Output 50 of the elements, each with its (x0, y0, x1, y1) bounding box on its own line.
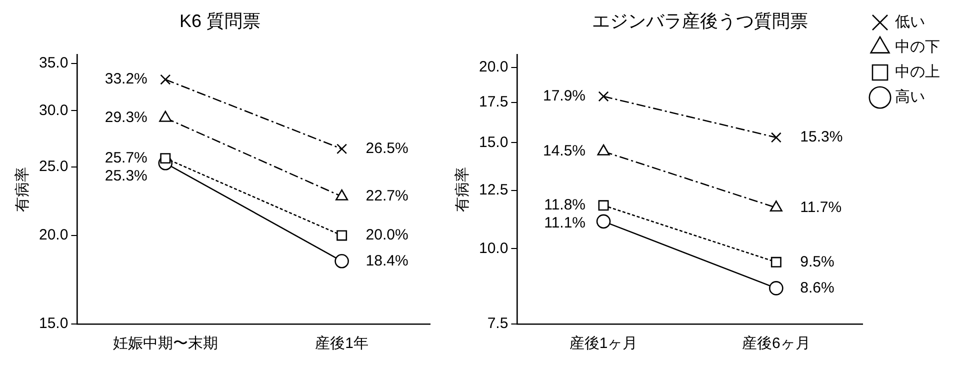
y-tick-label: 17.5 (478, 93, 508, 110)
chart-title: エジンバラ産後うつ質問票 (592, 10, 808, 31)
data-label: 9.5% (800, 253, 834, 270)
y-tick-label: 20.0 (38, 226, 68, 244)
point (336, 144, 348, 154)
x-tick-label: 妊娠中期〜末期 (112, 335, 218, 352)
data-label: 25.3% (104, 167, 148, 184)
y-tick-label: 12.5 (478, 181, 508, 198)
data-label: 11.7% (800, 198, 842, 216)
data-label: 18.4% (366, 252, 408, 270)
point (770, 256, 782, 268)
data-label: 15.3% (800, 128, 843, 146)
point (334, 254, 349, 268)
data-label: 33.2% (104, 70, 148, 88)
data-label: 14.5% (542, 142, 586, 160)
y-tick-label: 15.0 (478, 134, 508, 151)
point (770, 132, 782, 143)
point (160, 153, 171, 164)
data-label: 11.1% (544, 214, 586, 232)
y-tick-label: 25.0 (38, 158, 68, 175)
legend-label: 高い (895, 88, 925, 106)
y-tick-label: 30.0 (38, 102, 68, 119)
legend-label: 中の上 (895, 64, 940, 81)
chart-title: K6 質問票 (179, 10, 261, 31)
data-label: 22.7% (366, 188, 408, 205)
data-label: 11.8% (544, 196, 586, 214)
data-label: 29.3% (104, 109, 148, 126)
y-tick-label: 20.0 (478, 58, 508, 76)
point (598, 200, 609, 211)
y-tick-label: 35.0 (38, 54, 68, 72)
x-tick-label: 産後6ヶ月 (742, 335, 810, 352)
data-label: 26.5% (366, 140, 408, 158)
y-tick-label: 15.0 (38, 315, 68, 332)
point (596, 214, 611, 229)
point (160, 74, 171, 85)
y-tick-label: 7.5 (487, 315, 508, 332)
point (769, 281, 784, 296)
data-label: 20.0% (366, 226, 408, 244)
x-tick-label: 産後1年 (315, 335, 368, 352)
legend-label: 中の下 (895, 38, 940, 56)
data-label: 17.9% (542, 88, 586, 105)
y-axis-title: 有病率 (454, 166, 472, 212)
x-tick-label: 産後1ヶ月 (569, 335, 638, 352)
y-tick-label: 10.0 (478, 240, 508, 257)
data-label: 25.7% (104, 149, 148, 166)
data-label: 8.6% (800, 279, 834, 296)
y-axis-title: 有病率 (14, 166, 32, 212)
point (598, 91, 609, 102)
point (336, 230, 348, 241)
legend-label: 低い (895, 14, 925, 31)
